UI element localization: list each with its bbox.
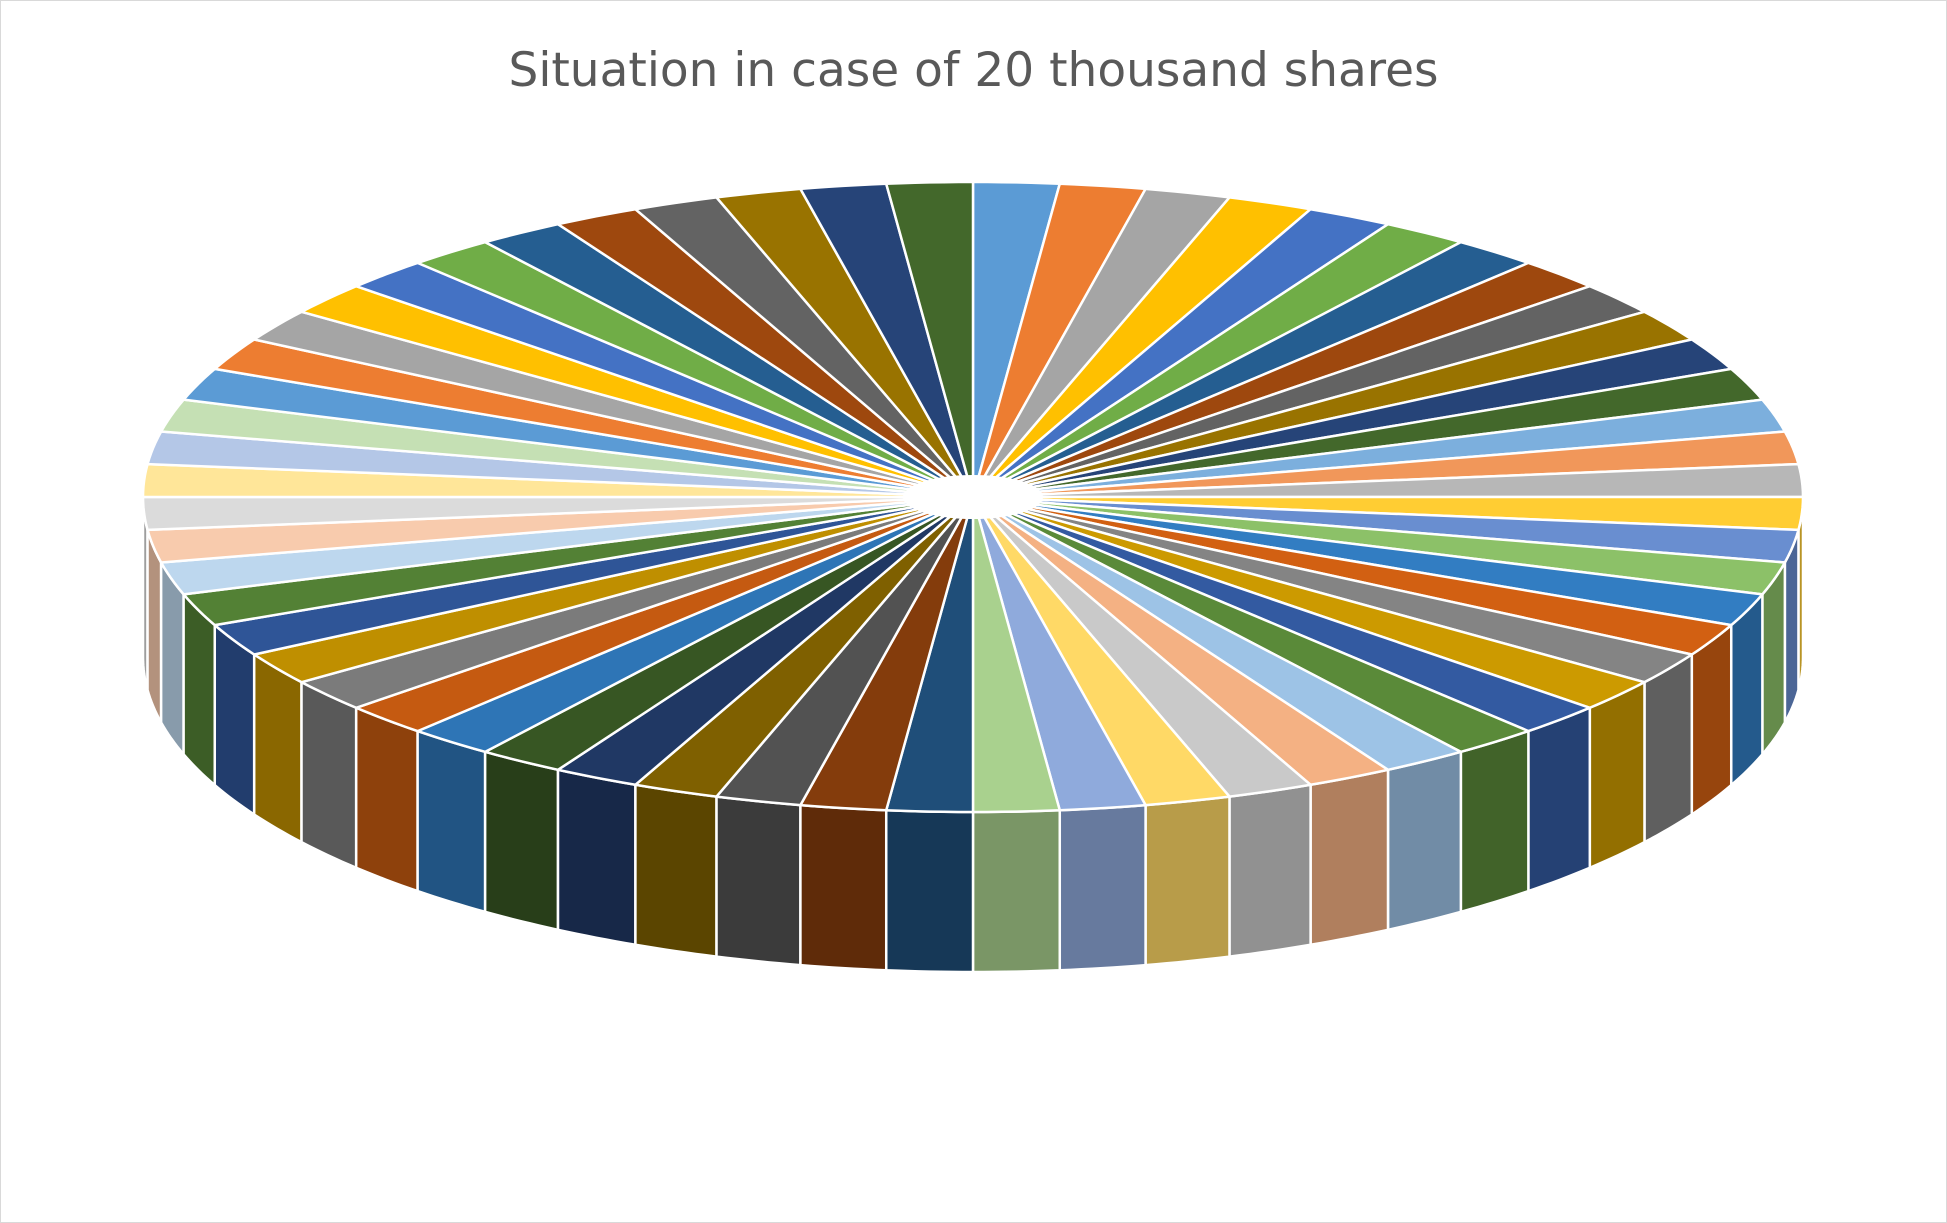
pie-slice-side-34 xyxy=(634,783,718,958)
pie-slice-side-24 xyxy=(1459,729,1530,914)
pie-slice-33 xyxy=(715,495,975,807)
pie-slice-26 xyxy=(971,495,1390,787)
pie-slice-39 xyxy=(300,495,975,710)
pie-slice-29 xyxy=(971,495,1147,812)
pie-slice-5 xyxy=(971,207,1390,499)
pie-slice-side-20 xyxy=(1690,623,1733,816)
pie-slice-49 xyxy=(182,367,975,499)
pie-slice-43 xyxy=(159,495,975,596)
pie-slice-34 xyxy=(634,495,975,798)
pie-slice-41 xyxy=(213,495,975,656)
pie-slice-38 xyxy=(354,495,975,733)
pie-slice-27 xyxy=(971,495,1312,798)
pie-slice-side-32 xyxy=(799,803,888,972)
pie-slice-30 xyxy=(971,495,1062,814)
pie-slice-side-41 xyxy=(213,623,256,816)
pie-slice-11 xyxy=(971,338,1733,499)
pie-center-highlight xyxy=(903,475,1043,519)
pie-slice-side-40 xyxy=(252,653,303,844)
pie-slice-56 xyxy=(556,207,975,499)
pie-slice-20 xyxy=(971,495,1733,656)
pie-slice-52 xyxy=(300,284,975,499)
pie-slice-24 xyxy=(971,495,1530,754)
pie-slice-7 xyxy=(971,240,1530,499)
chart-title: Situation in case of 20 thousand shares xyxy=(508,43,1439,98)
pie-slice-54 xyxy=(416,240,975,499)
pie-slice-35 xyxy=(556,495,975,787)
pie-slice-15 xyxy=(971,462,1805,499)
pie-slice-42 xyxy=(182,495,975,627)
pie-slice-45 xyxy=(141,495,975,532)
pie-slice-side-25 xyxy=(1386,750,1463,932)
pie-slice-side-30 xyxy=(971,809,1062,974)
pie-slice-36 xyxy=(483,495,975,772)
pie-slice-side-38 xyxy=(354,706,419,893)
pie-slice-53 xyxy=(354,261,975,499)
pie-slice-22 xyxy=(971,495,1646,710)
pie-slice-14 xyxy=(971,430,1800,499)
pie-slice-side-36 xyxy=(483,750,560,932)
pie-slice-21 xyxy=(971,495,1694,684)
pie-slice-58 xyxy=(715,187,975,499)
pie-slice-side-26 xyxy=(1309,768,1390,947)
pie-slice-side-22 xyxy=(1588,680,1646,870)
pie-top-surface xyxy=(141,180,1805,814)
pie-slice-side-35 xyxy=(556,768,637,947)
pie-slice-side-33 xyxy=(715,795,802,967)
pie-slice-55 xyxy=(483,222,975,499)
pie-slice-side-37 xyxy=(416,729,487,914)
pie-slice-40 xyxy=(252,495,975,684)
pie-slice-28 xyxy=(971,495,1231,807)
pie-slice-37 xyxy=(416,495,975,754)
pie-slice-4 xyxy=(971,196,1312,499)
pie-slice-13 xyxy=(971,398,1787,499)
pie-slice-side-42 xyxy=(182,593,217,787)
pie-slice-12 xyxy=(971,367,1764,499)
pie-slice-50 xyxy=(213,338,975,499)
pie-slice-side-29 xyxy=(1058,803,1147,972)
pie-slice-51 xyxy=(252,310,975,499)
pie-slice-44 xyxy=(146,495,975,564)
pie-slice-3 xyxy=(971,187,1231,499)
pie-slice-60 xyxy=(884,180,975,499)
pie-slice-side-21 xyxy=(1643,653,1694,844)
pie-slice-side-39 xyxy=(300,680,358,870)
pie-slice-side-23 xyxy=(1527,706,1592,893)
pie-slice-8 xyxy=(971,261,1592,499)
pie-slice-57 xyxy=(634,196,975,499)
pie-slice-10 xyxy=(971,310,1694,499)
pie-side-walls xyxy=(141,495,1805,974)
pie-slice-side-31 xyxy=(884,809,975,974)
pie-slice-6 xyxy=(971,222,1463,499)
pie-slice-19 xyxy=(971,495,1764,627)
pie-slice-9 xyxy=(971,284,1646,499)
pie-slice-59 xyxy=(799,182,975,499)
pie-slice-side-19 xyxy=(1729,593,1764,787)
pie-slice-side-28 xyxy=(1144,795,1231,967)
pie-slice-25 xyxy=(971,495,1463,772)
pie-slice-side-27 xyxy=(1228,783,1312,958)
pie-slice-23 xyxy=(971,495,1592,733)
